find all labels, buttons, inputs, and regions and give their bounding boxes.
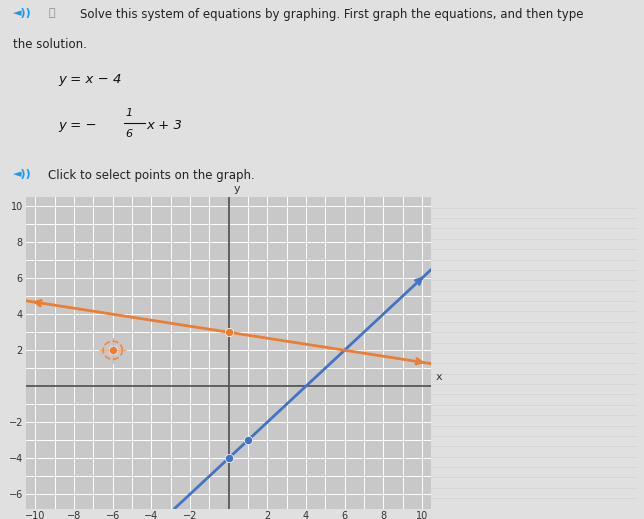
Text: y = −: y = −	[58, 119, 97, 132]
Text: Solve this system of equations by graphing. First graph the equations, and then : Solve this system of equations by graphi…	[80, 8, 584, 21]
Text: y: y	[233, 184, 240, 194]
Text: ◄)): ◄))	[13, 8, 32, 18]
Text: 1: 1	[126, 107, 133, 117]
Text: x + 3: x + 3	[147, 119, 183, 132]
Text: Click to select points on the graph.: Click to select points on the graph.	[48, 169, 255, 182]
Text: x: x	[435, 372, 442, 381]
Text: ◄)): ◄))	[13, 169, 32, 179]
Text: y = x − 4: y = x − 4	[58, 73, 121, 86]
Text: 🔡: 🔡	[48, 8, 55, 18]
Text: 6: 6	[126, 129, 133, 139]
Text: the solution.: the solution.	[13, 38, 87, 51]
